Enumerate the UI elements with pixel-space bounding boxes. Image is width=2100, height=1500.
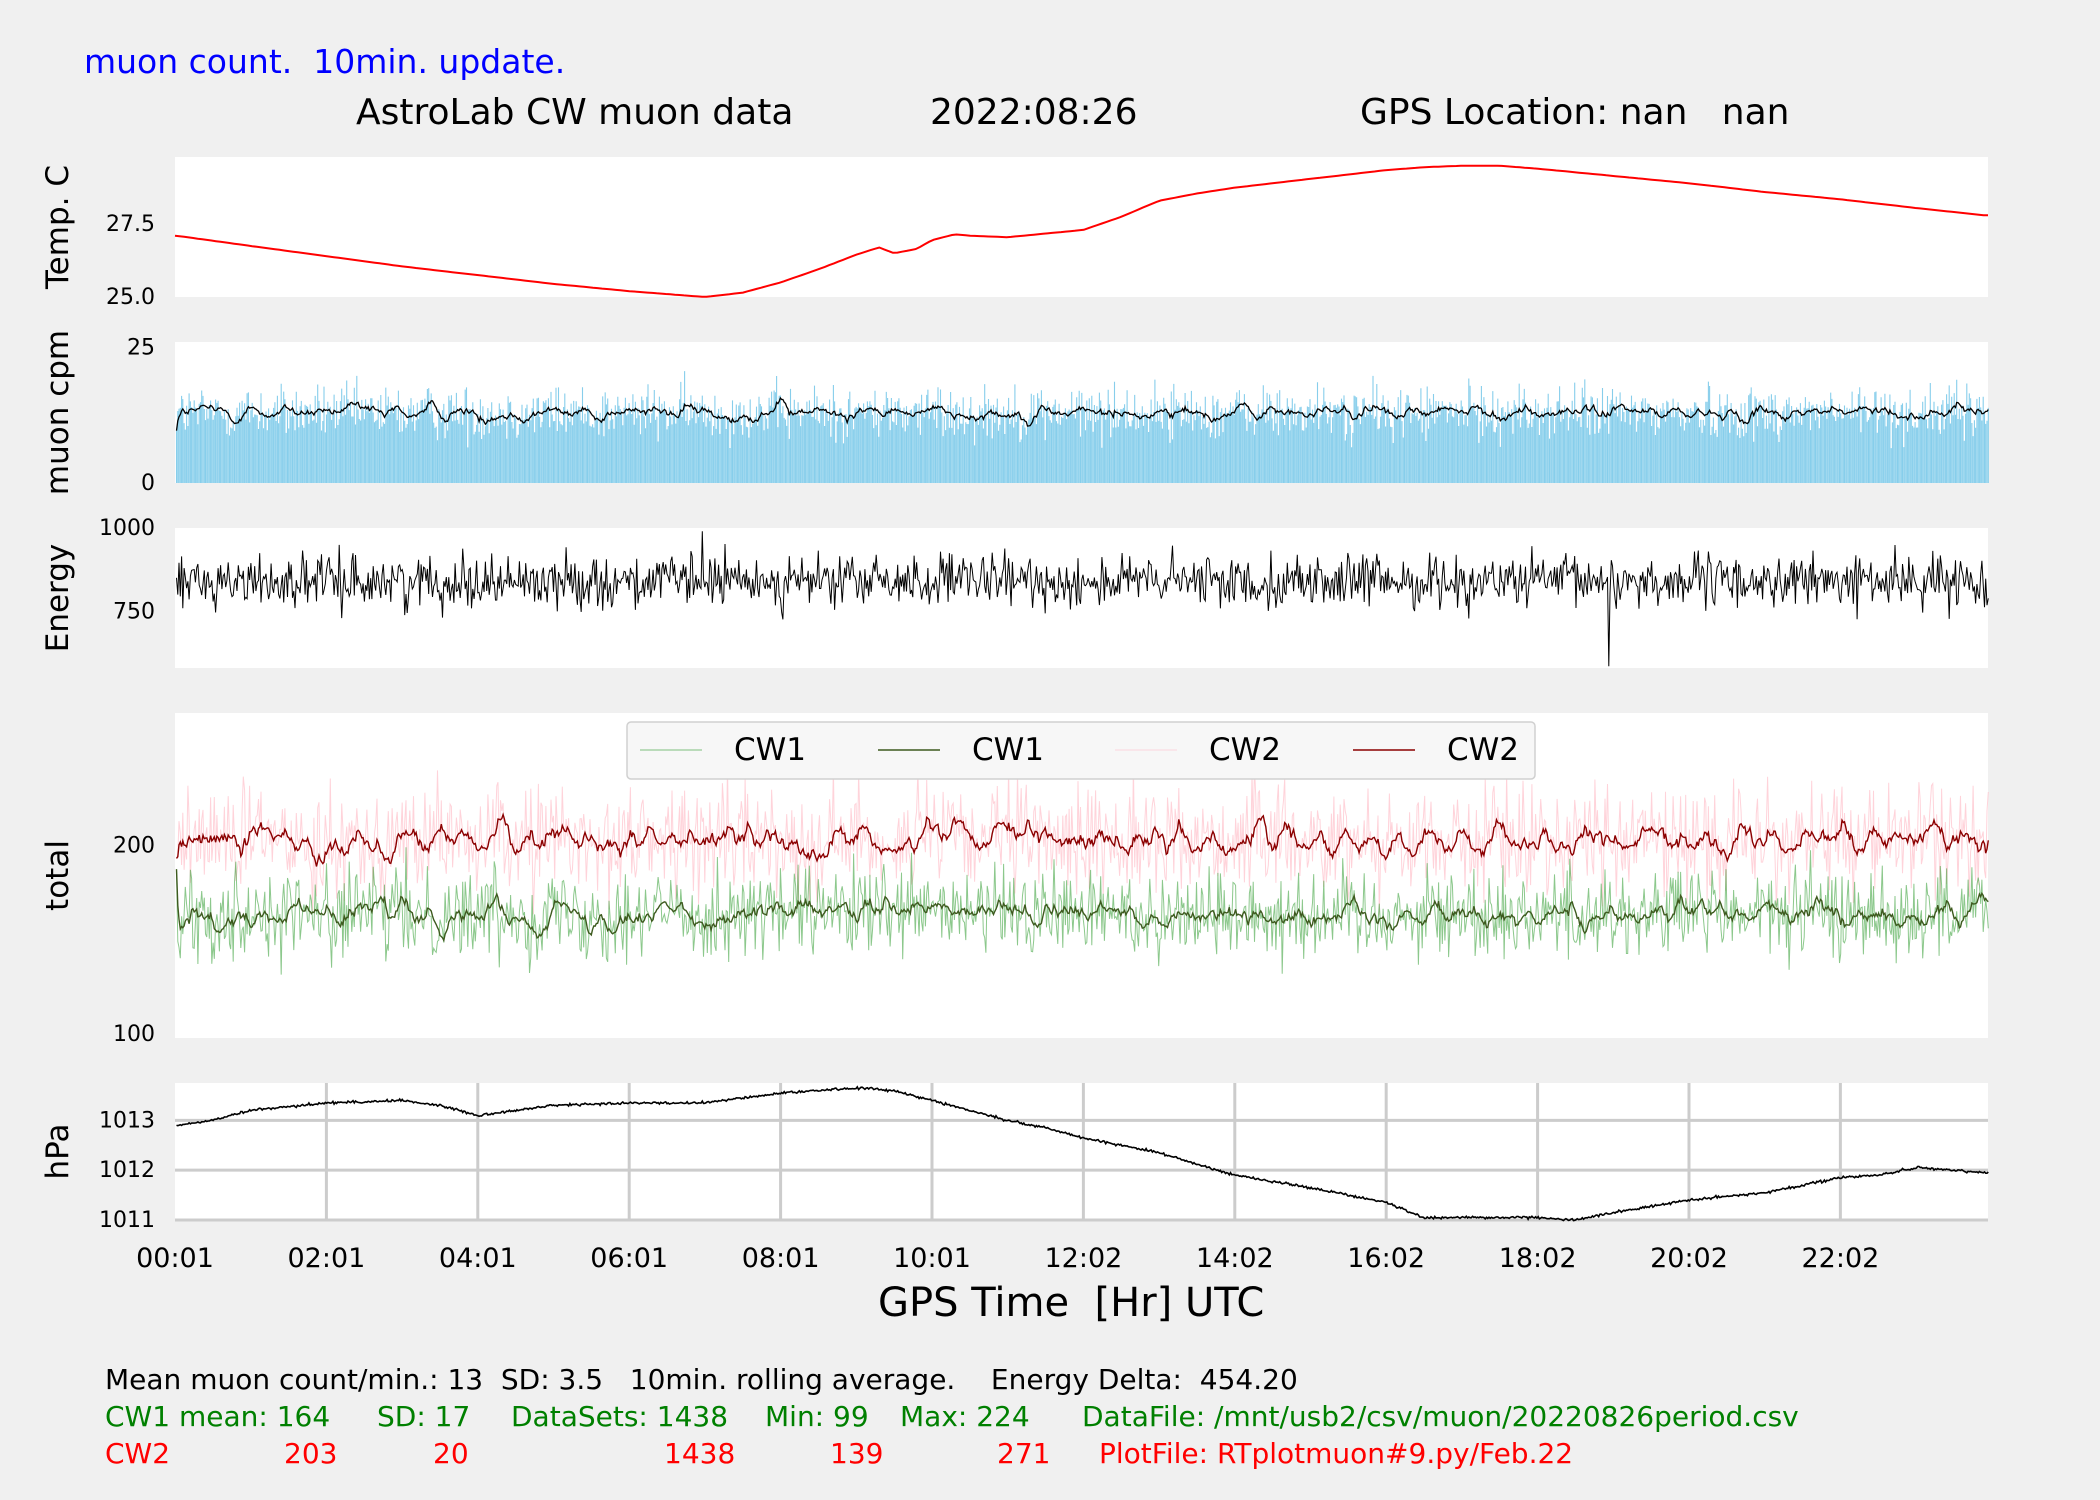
panel-3-background [175, 528, 1988, 668]
chart-title: AstroLab CW muon data [356, 92, 794, 133]
y-tick-label: 0 [141, 471, 155, 496]
legend-label-1: CW1 [734, 732, 806, 768]
x-tick-label: 04:01 [439, 1243, 517, 1274]
cw1-sd: SD: 17 [377, 1400, 471, 1433]
cw2-min: 139 [830, 1437, 884, 1470]
cw2-datasets: 1438 [664, 1437, 736, 1470]
cw1-average-line [175, 869, 1989, 943]
cw2-raw-line [176, 762, 1989, 916]
legend-label-4: CW2 [1447, 732, 1519, 768]
muon-rolling-average-line [175, 396, 1989, 431]
y-tick-label: 27.5 [106, 212, 155, 237]
energy-line [176, 531, 1989, 667]
y-axis-label: hPa [40, 1124, 76, 1180]
cw2-mean: 203 [284, 1437, 338, 1470]
stats-summary-line: Mean muon count/min.: 13 SD: 3.5 10min. … [105, 1363, 1298, 1396]
x-tick-label: 18:02 [1499, 1243, 1577, 1274]
y-tick-label: 1011 [99, 1208, 155, 1233]
cw1-datasets: DataSets: 1438 [511, 1400, 729, 1433]
panel-5-background [175, 1083, 1988, 1220]
muon-count-bars [175, 371, 1989, 483]
x-tick-label: 10:01 [893, 1243, 971, 1274]
pressure-line [176, 1085, 1989, 1222]
x-axis-label: GPS Time [Hr] UTC [878, 1280, 1265, 1326]
y-axis-label: total [40, 840, 76, 911]
x-tick-label: 20:02 [1650, 1243, 1728, 1274]
cw2-label: CW2 [105, 1437, 171, 1470]
cw1-datafile: DataFile: /mnt/usb2/csv/muon/20220826per… [1082, 1400, 1799, 1433]
x-tick-label: 06:01 [590, 1243, 668, 1274]
y-tick-label: 1012 [99, 1158, 155, 1183]
chart-date: 2022:08:26 [930, 92, 1138, 133]
legend-label-2: CW1 [972, 732, 1044, 768]
panel-1-background [175, 157, 1988, 297]
legend-label-3: CW2 [1209, 732, 1281, 768]
legend-box [626, 721, 1536, 780]
x-tick-label: 14:02 [1196, 1243, 1274, 1274]
y-tick-label: 100 [113, 1022, 155, 1047]
y-tick-label: 200 [113, 833, 155, 858]
x-tick-label: 08:01 [742, 1243, 820, 1274]
y-tick-label: 750 [113, 599, 155, 624]
y-tick-label: 1000 [99, 516, 155, 541]
gps-location: GPS Location: nan nan [1360, 92, 1790, 133]
x-tick-label: 22:02 [1801, 1243, 1879, 1274]
update-note: muon count. 10min. update. [84, 42, 566, 81]
y-axis-label: Temp. C [40, 165, 76, 290]
cw2-plotfile: PlotFile: RTplotmuon#9.py/Feb.22 [1099, 1437, 1574, 1470]
cw1-raw-line [176, 847, 1989, 975]
y-axis-label: muon cpm [40, 330, 76, 495]
y-axis-label: Energy [40, 544, 76, 653]
x-tick-label: 12:02 [1044, 1243, 1122, 1274]
legend: CW1 CW1 CW2 CW2 [626, 721, 1536, 780]
cw1-max: Max: 224 [900, 1400, 1030, 1433]
cw2-max: 271 [997, 1437, 1051, 1470]
cw2-sd: 20 [433, 1437, 469, 1470]
temperature-line [174, 164, 1988, 298]
y-tick-label: 1013 [99, 1108, 155, 1133]
x-tick-label: 00:01 [136, 1243, 214, 1274]
pressure-grid [175, 1083, 1988, 1222]
y-tick-label: 25.0 [106, 285, 155, 310]
cw1-min: Min: 99 [765, 1400, 869, 1433]
cw2-average-line [175, 812, 1989, 867]
x-tick-label: 02:01 [287, 1243, 365, 1274]
x-tick-label: 16:02 [1347, 1243, 1425, 1274]
cw1-mean: CW1 mean: 164 [105, 1400, 331, 1433]
y-tick-label: 25 [127, 335, 155, 360]
